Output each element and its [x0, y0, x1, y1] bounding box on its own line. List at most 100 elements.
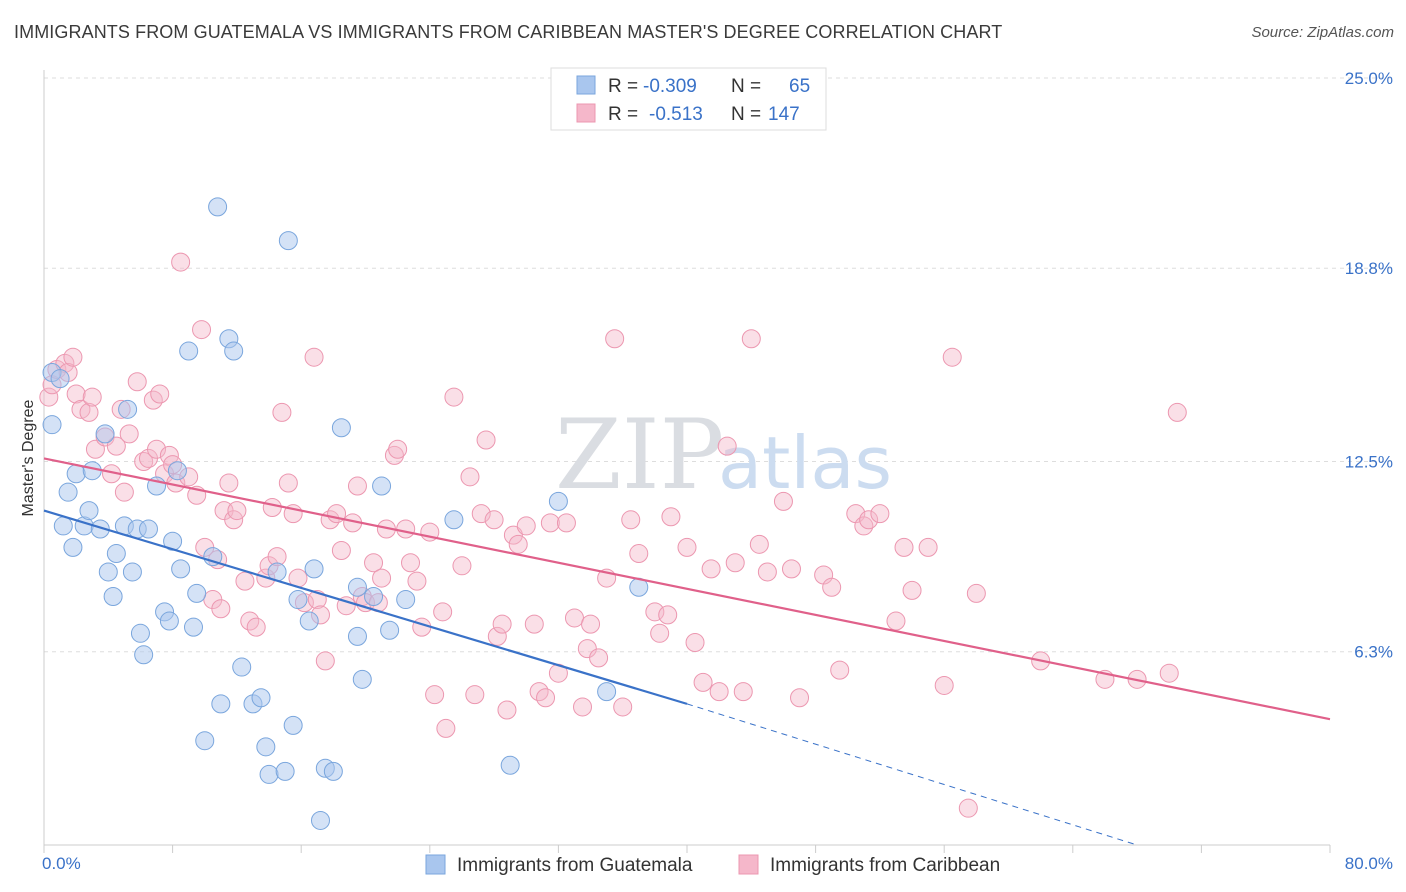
guatemala-point — [187, 583, 207, 603]
caribbean-point — [790, 688, 810, 708]
caribbean-point — [556, 513, 576, 533]
caribbean-point — [725, 553, 745, 573]
guatemala-point — [251, 688, 271, 708]
caribbean-point — [106, 436, 126, 456]
caribbean-point — [272, 402, 292, 422]
guatemala-point — [299, 611, 319, 631]
caribbean-point — [433, 602, 453, 622]
axes — [43, 70, 1331, 853]
caribbean-point — [235, 571, 255, 591]
caribbean-point — [452, 556, 472, 576]
stats-box: R = -0.309 N = 65 R = -0.513 N = 147 — [550, 67, 827, 131]
caribbean-point — [536, 688, 556, 708]
caribbean-point — [693, 672, 713, 692]
caribbean-point — [436, 718, 456, 738]
caribbean-point — [372, 568, 392, 588]
guatemala-point — [50, 369, 70, 389]
guatemala-point — [597, 682, 617, 702]
caribbean-point — [444, 387, 464, 407]
caribbean-point — [192, 320, 212, 340]
caribbean-point — [79, 402, 99, 422]
caribbean-point — [524, 614, 544, 634]
guatemala-point — [130, 623, 150, 643]
guatemala-point — [53, 516, 73, 536]
guatemala-point — [208, 197, 228, 217]
watermark: ZIP atlas — [555, 399, 892, 511]
x-tick-labels: 0.0% 80.0% — [42, 854, 1393, 873]
stats-n-label: N = — [731, 76, 761, 97]
caribbean-point — [460, 467, 480, 487]
guatemala-trend-line — [43, 509, 688, 705]
caribbean-point — [717, 436, 737, 456]
trend-lines — [43, 457, 1331, 846]
x-tick-label: 80.0% — [1345, 854, 1393, 873]
guatemala-point — [372, 476, 392, 496]
guatemala-point — [396, 590, 416, 610]
stats-r-label: R = — [608, 104, 638, 125]
caribbean-point — [830, 660, 850, 680]
y-tick-label: 18.8% — [1345, 259, 1393, 278]
guatemala-point — [98, 562, 118, 582]
caribbean-point — [564, 608, 584, 628]
guatemala-point — [275, 761, 295, 781]
guatemala-point — [364, 586, 384, 606]
caribbean-point — [902, 580, 922, 600]
chart-title: IMMIGRANTS FROM GUATEMALA VS IMMIGRANTS … — [14, 22, 1003, 42]
caribbean-point — [227, 501, 247, 521]
caribbean-point — [407, 571, 427, 591]
caribbean-point — [487, 626, 507, 646]
y-tick-label: 12.5% — [1345, 453, 1393, 472]
caribbean-point — [605, 329, 625, 349]
y-axis-title: Master's Degree — [20, 399, 37, 516]
caribbean-point — [425, 685, 445, 705]
caribbean-point — [304, 347, 324, 367]
legend-label-guatemala: Immigrants from Guatemala — [457, 855, 693, 876]
caribbean-point — [82, 387, 102, 407]
caribbean-point — [347, 476, 367, 496]
guatemala-point — [380, 620, 400, 640]
guatemala-point — [58, 482, 78, 502]
legend-swatch-guatemala — [425, 854, 446, 875]
caribbean-point — [497, 700, 517, 720]
caribbean-point — [773, 491, 793, 511]
x-tick-label: 0.0% — [42, 854, 81, 873]
caribbean-point — [781, 559, 801, 579]
caribbean-point — [966, 583, 986, 603]
guatemala-point — [42, 415, 62, 435]
guatemala-point — [304, 559, 324, 579]
caribbean-point — [211, 599, 231, 619]
caribbean-point — [629, 544, 649, 564]
caribbean-point — [364, 553, 384, 573]
caribbean-point — [934, 675, 954, 695]
caribbean-point — [733, 682, 753, 702]
legend: Immigrants from Guatemala Immigrants fro… — [425, 854, 1000, 876]
caribbean-point — [709, 682, 729, 702]
caribbean-point — [621, 510, 641, 530]
guatemala-point — [347, 577, 367, 597]
guatemala-point — [183, 617, 203, 637]
caribbean-point — [171, 252, 191, 272]
guatemala-point — [95, 424, 115, 444]
caribbean-point — [384, 445, 404, 465]
caribbean-point — [749, 534, 769, 554]
guatemala-point — [66, 464, 86, 484]
guatemala-point — [500, 755, 520, 775]
caribbean-point — [492, 614, 512, 634]
stats-n-label: N = — [731, 104, 761, 125]
caribbean-point — [859, 510, 879, 530]
guatemala-point — [232, 657, 252, 677]
stats-r-value: -0.309 — [643, 76, 697, 97]
caribbean-point — [66, 384, 86, 404]
caribbean-point — [476, 430, 496, 450]
guatemala-point — [283, 715, 303, 735]
guatemala-point — [444, 510, 464, 530]
caribbean-point — [822, 577, 842, 597]
caribbean-point — [886, 611, 906, 631]
guatemala-point — [159, 611, 179, 631]
watermark-zip: ZIP — [555, 399, 724, 511]
guatemala-point — [179, 341, 199, 361]
guatemala-point — [122, 562, 142, 582]
caribbean-point — [516, 516, 536, 536]
guatemala-point — [90, 519, 110, 539]
caribbean-trend-line — [43, 457, 1331, 721]
